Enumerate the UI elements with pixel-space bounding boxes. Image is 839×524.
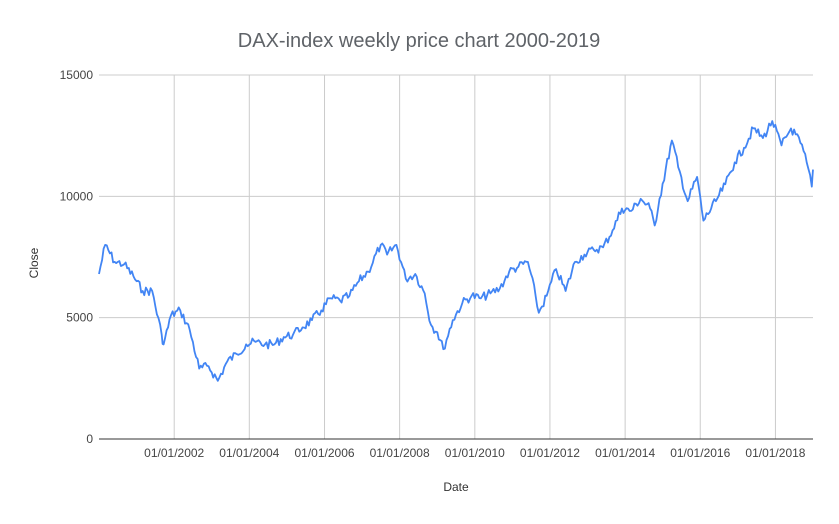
y-tick-label: 0 bbox=[86, 432, 93, 446]
y-axis-title: Close bbox=[27, 247, 41, 278]
x-tick-label: 01/01/2006 bbox=[294, 446, 354, 460]
x-tick-label: 01/01/2008 bbox=[370, 446, 430, 460]
x-tick-label: 01/01/2002 bbox=[144, 446, 204, 460]
x-axis-title: Date bbox=[443, 480, 469, 494]
x-tick-label: 01/01/2010 bbox=[445, 446, 505, 460]
y-tick-label: 5000 bbox=[66, 311, 93, 325]
chart-title: DAX-index weekly price chart 2000-2019 bbox=[238, 30, 600, 52]
line-layer bbox=[98, 120, 814, 382]
x-tick-label: 01/01/2012 bbox=[520, 446, 580, 460]
x-tick-label: 01/01/2004 bbox=[219, 446, 279, 460]
x-tick-label: 01/01/2018 bbox=[745, 446, 805, 460]
axis-layer: 0 5000 10000 15000 01/01/2002 01/01/2004 01/01… bbox=[60, 68, 813, 460]
x-tick-label: 01/01/2014 bbox=[595, 446, 655, 460]
x-tick-label: 01/01/2016 bbox=[670, 446, 730, 460]
y-tick-label: 15000 bbox=[60, 68, 94, 82]
grid-layer bbox=[99, 74, 813, 439]
series-line bbox=[98, 120, 814, 382]
y-tick-label: 10000 bbox=[60, 189, 94, 203]
